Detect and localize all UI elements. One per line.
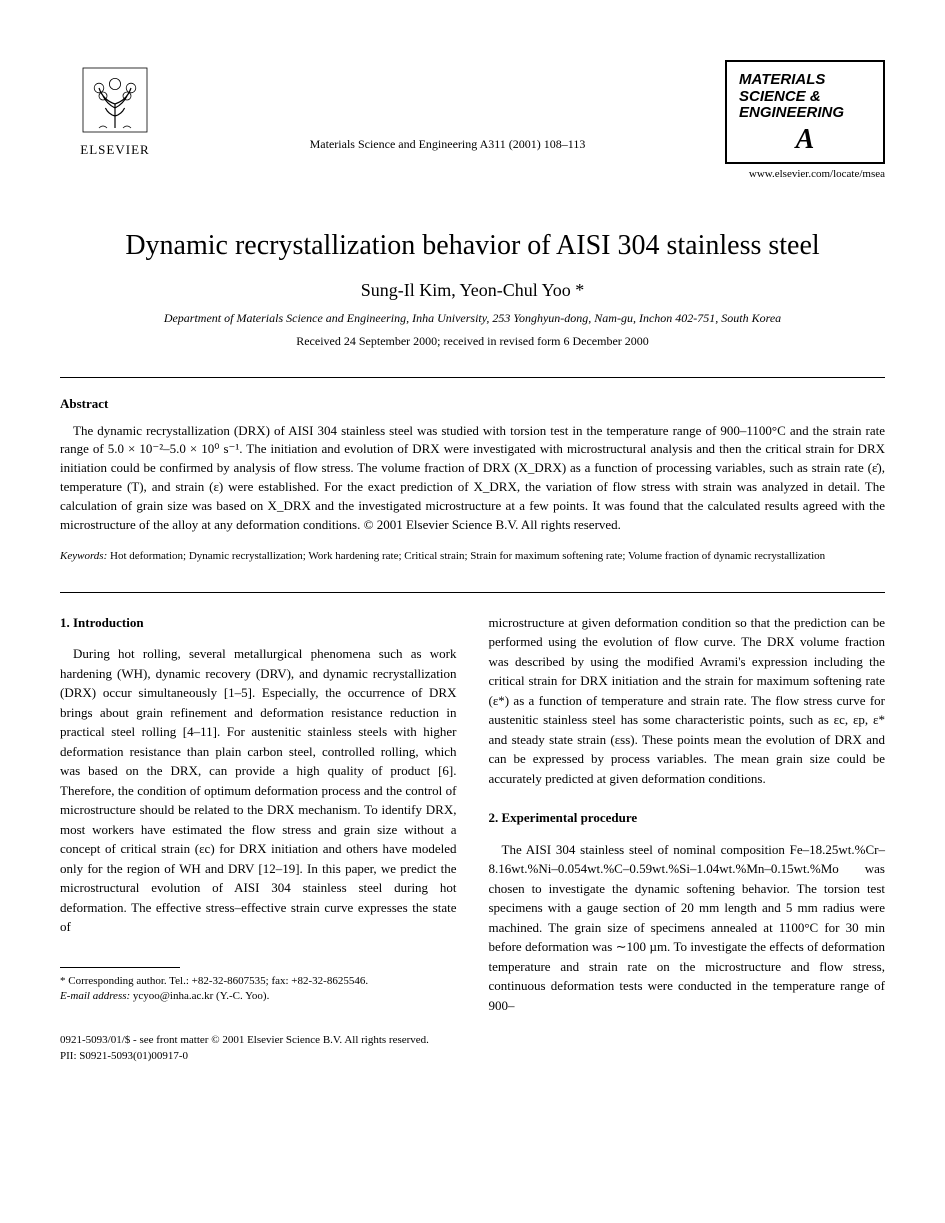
footnote-email: E-mail address: ycyoo@inha.ac.kr (Y.-C. … [60, 989, 457, 1004]
col2-continuation: microstructure at given deformation cond… [489, 613, 886, 789]
journal-box-letter: A [739, 124, 871, 156]
journal-url: www.elsevier.com/locate/msea [725, 168, 885, 180]
footer-line2: PII: S0921-5093(01)00917-0 [60, 1049, 885, 1064]
keywords-block: Keywords: Hot deformation; Dynamic recry… [60, 549, 885, 564]
abstract-heading: Abstract [60, 396, 885, 412]
journal-box-wrapper: MATERIALS SCIENCE & ENGINEERING A www.el… [725, 60, 885, 180]
journal-box-line3: ENGINEERING [739, 105, 871, 122]
column-right: microstructure at given deformation cond… [489, 613, 886, 1016]
publisher-logo-block: ELSEVIER [60, 60, 170, 158]
body-columns: 1. Introduction During hot rolling, seve… [60, 613, 885, 1016]
divider-bottom [60, 592, 885, 593]
paper-dates: Received 24 September 2000; received in … [60, 334, 885, 349]
footer: 0921-5093/01/$ - see front matter © 2001… [60, 1033, 885, 1064]
footnote-email-label: E-mail address: [60, 990, 130, 1002]
paper-title: Dynamic recrystallization behavior of AI… [60, 230, 885, 262]
abstract-text: The dynamic recrystallization (DRX) of A… [60, 422, 885, 535]
section-1-heading: 1. Introduction [60, 613, 457, 633]
footnote-email-value: ycyoo@inha.ac.kr (Y.-C. Yoo). [130, 990, 269, 1002]
publisher-name: ELSEVIER [80, 142, 149, 158]
footnote-corresponding: * Corresponding author. Tel.: +82-32-860… [60, 974, 457, 989]
header-row: ELSEVIER Materials Science and Engineeri… [60, 60, 885, 180]
keywords-label: Keywords: [60, 550, 107, 562]
journal-box-line2: SCIENCE & [739, 89, 871, 106]
journal-reference: Materials Science and Engineering A311 (… [170, 137, 725, 152]
column-left: 1. Introduction During hot rolling, seve… [60, 613, 457, 1016]
footer-line1: 0921-5093/01/$ - see front matter © 2001… [60, 1033, 885, 1048]
paper-affiliation: Department of Materials Science and Engi… [60, 311, 885, 326]
journal-box: MATERIALS SCIENCE & ENGINEERING A [725, 60, 885, 164]
journal-box-line1: MATERIALS [739, 72, 871, 89]
section-2-heading: 2. Experimental procedure [489, 808, 886, 828]
section-2-paragraph: The AISI 304 stainless steel of nominal … [489, 840, 886, 1016]
paper-authors: Sung-Il Kim, Yeon-Chul Yoo * [60, 280, 885, 301]
elsevier-tree-icon [75, 60, 155, 140]
keywords-text: Hot deformation; Dynamic recrystallizati… [107, 550, 825, 562]
divider-top [60, 377, 885, 378]
footnote-separator [60, 967, 180, 968]
section-1-paragraph: During hot rolling, several metallurgica… [60, 644, 457, 937]
